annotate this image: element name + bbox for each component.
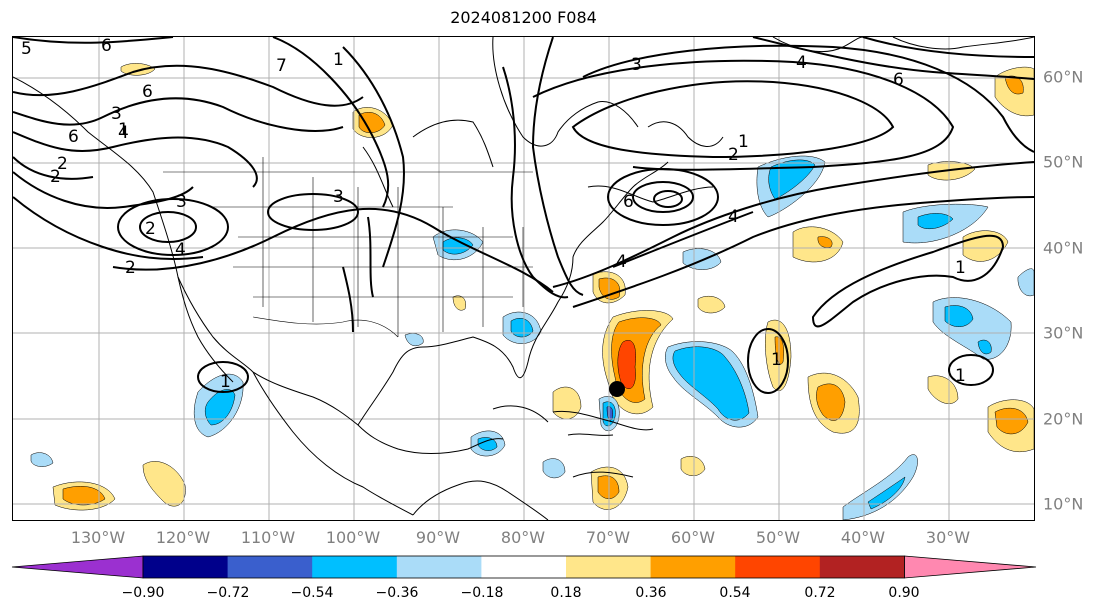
- map-canvas: 5 6 7 3 6 1 2 6 4 3 3 2 4 2 1 4 3 6 1 2 …: [13, 37, 1034, 520]
- contour-label: 3: [333, 187, 344, 207]
- colorbar-segment: [312, 556, 398, 578]
- contour-label: 7: [276, 56, 287, 76]
- lon-label: 120°W: [155, 528, 211, 547]
- contour-label: 4: [175, 240, 186, 260]
- contour-label: 6: [893, 70, 904, 90]
- contour-label: 2: [728, 145, 739, 165]
- colorbar-tick-label: 0.36: [635, 585, 667, 601]
- colorbar-segment: [143, 556, 229, 578]
- lat-label: 40°N: [1043, 238, 1084, 258]
- colorbar-segment: [650, 556, 736, 578]
- contour-label: 4: [118, 123, 129, 143]
- colorbar-extend-min: [11, 555, 144, 579]
- lon-label: 100°W: [325, 528, 381, 547]
- lat-label: 50°N: [1043, 152, 1084, 172]
- contour-label: 5: [21, 39, 32, 59]
- colorbar-tick-label: 0.72: [804, 585, 836, 601]
- lat-label: 60°N: [1043, 67, 1084, 87]
- colorbar-extend-max: [904, 555, 1037, 579]
- contour-label: 2: [145, 219, 156, 239]
- colorbar-tick-label: 0.54: [719, 585, 751, 601]
- contour-label: 2: [50, 167, 61, 187]
- contour-label: 6: [68, 127, 79, 147]
- contour-label: 2: [125, 258, 136, 278]
- colorbar-tick-label: 0.18: [550, 585, 582, 601]
- contour-label: 1: [333, 50, 344, 70]
- colorbar-segment: [227, 556, 313, 578]
- contour-label: 3: [111, 104, 122, 124]
- contour-label: 1: [955, 258, 966, 278]
- contour-label: 1: [955, 366, 966, 386]
- lon-label: 130°W: [70, 528, 126, 547]
- lon-label: 30°W: [925, 528, 971, 547]
- geopotential-contours: [13, 37, 1034, 394]
- lon-label: 90°W: [415, 528, 461, 547]
- colorbar-segment: [566, 556, 652, 578]
- lat-label: 10°N: [1043, 494, 1084, 514]
- colorbar-tick-label: −0.18: [460, 585, 504, 601]
- contour-label: 1: [118, 120, 129, 140]
- colorbar-segment: [396, 556, 482, 578]
- contour-labels: 5 6 7 3 6 1 2 6 4 3 3 2 4 2 1 4 3 6 1 2 …: [21, 37, 966, 392]
- lon-label: 80°W: [500, 528, 546, 547]
- colorbar-segment: [819, 556, 905, 578]
- colorbar-segment: [481, 556, 567, 578]
- storm-center-marker: [609, 381, 625, 397]
- contour-label: 6: [623, 192, 634, 212]
- contour-label: 4: [616, 252, 627, 272]
- contour-label: 2: [57, 154, 68, 174]
- contour-label: 3: [631, 55, 642, 75]
- lon-label: 50°W: [755, 528, 801, 547]
- contour-label: 4: [728, 207, 739, 227]
- map-title: 2024081200 F084: [450, 8, 597, 27]
- colorbar-tick-label: −0.72: [206, 585, 250, 601]
- contour-label: 3: [176, 192, 187, 212]
- contour-label: 1: [220, 372, 231, 392]
- colorbar-segment: [735, 556, 821, 578]
- lon-label: 40°W: [840, 528, 886, 547]
- contour-label: 4: [796, 53, 807, 73]
- colorbar-tick-label: −0.36: [375, 585, 419, 601]
- contour-label: 1: [771, 350, 782, 370]
- colorbar-tick-label: −0.90: [121, 585, 165, 601]
- contour-label: 1: [738, 132, 749, 152]
- colorbar: [11, 555, 1037, 579]
- contour-label: 6: [142, 82, 153, 102]
- colorbar-tick-label: −0.54: [290, 585, 334, 601]
- lat-label: 20°N: [1043, 409, 1084, 429]
- map-panel: 5 6 7 3 6 1 2 6 4 3 3 2 4 2 1 4 3 6 1 2 …: [12, 36, 1035, 521]
- anomaly-shading: [30, 63, 1034, 520]
- lon-label: 70°W: [585, 528, 631, 547]
- colorbar-tick-label: 0.90: [888, 585, 920, 601]
- contour-label: 6: [101, 37, 112, 56]
- lon-label: 60°W: [670, 528, 716, 547]
- lat-label: 30°N: [1043, 323, 1084, 343]
- coastlines: [13, 37, 1034, 520]
- lon-label: 110°W: [240, 528, 296, 547]
- colorbar-border: [142, 555, 905, 579]
- graticule: [13, 37, 1034, 520]
